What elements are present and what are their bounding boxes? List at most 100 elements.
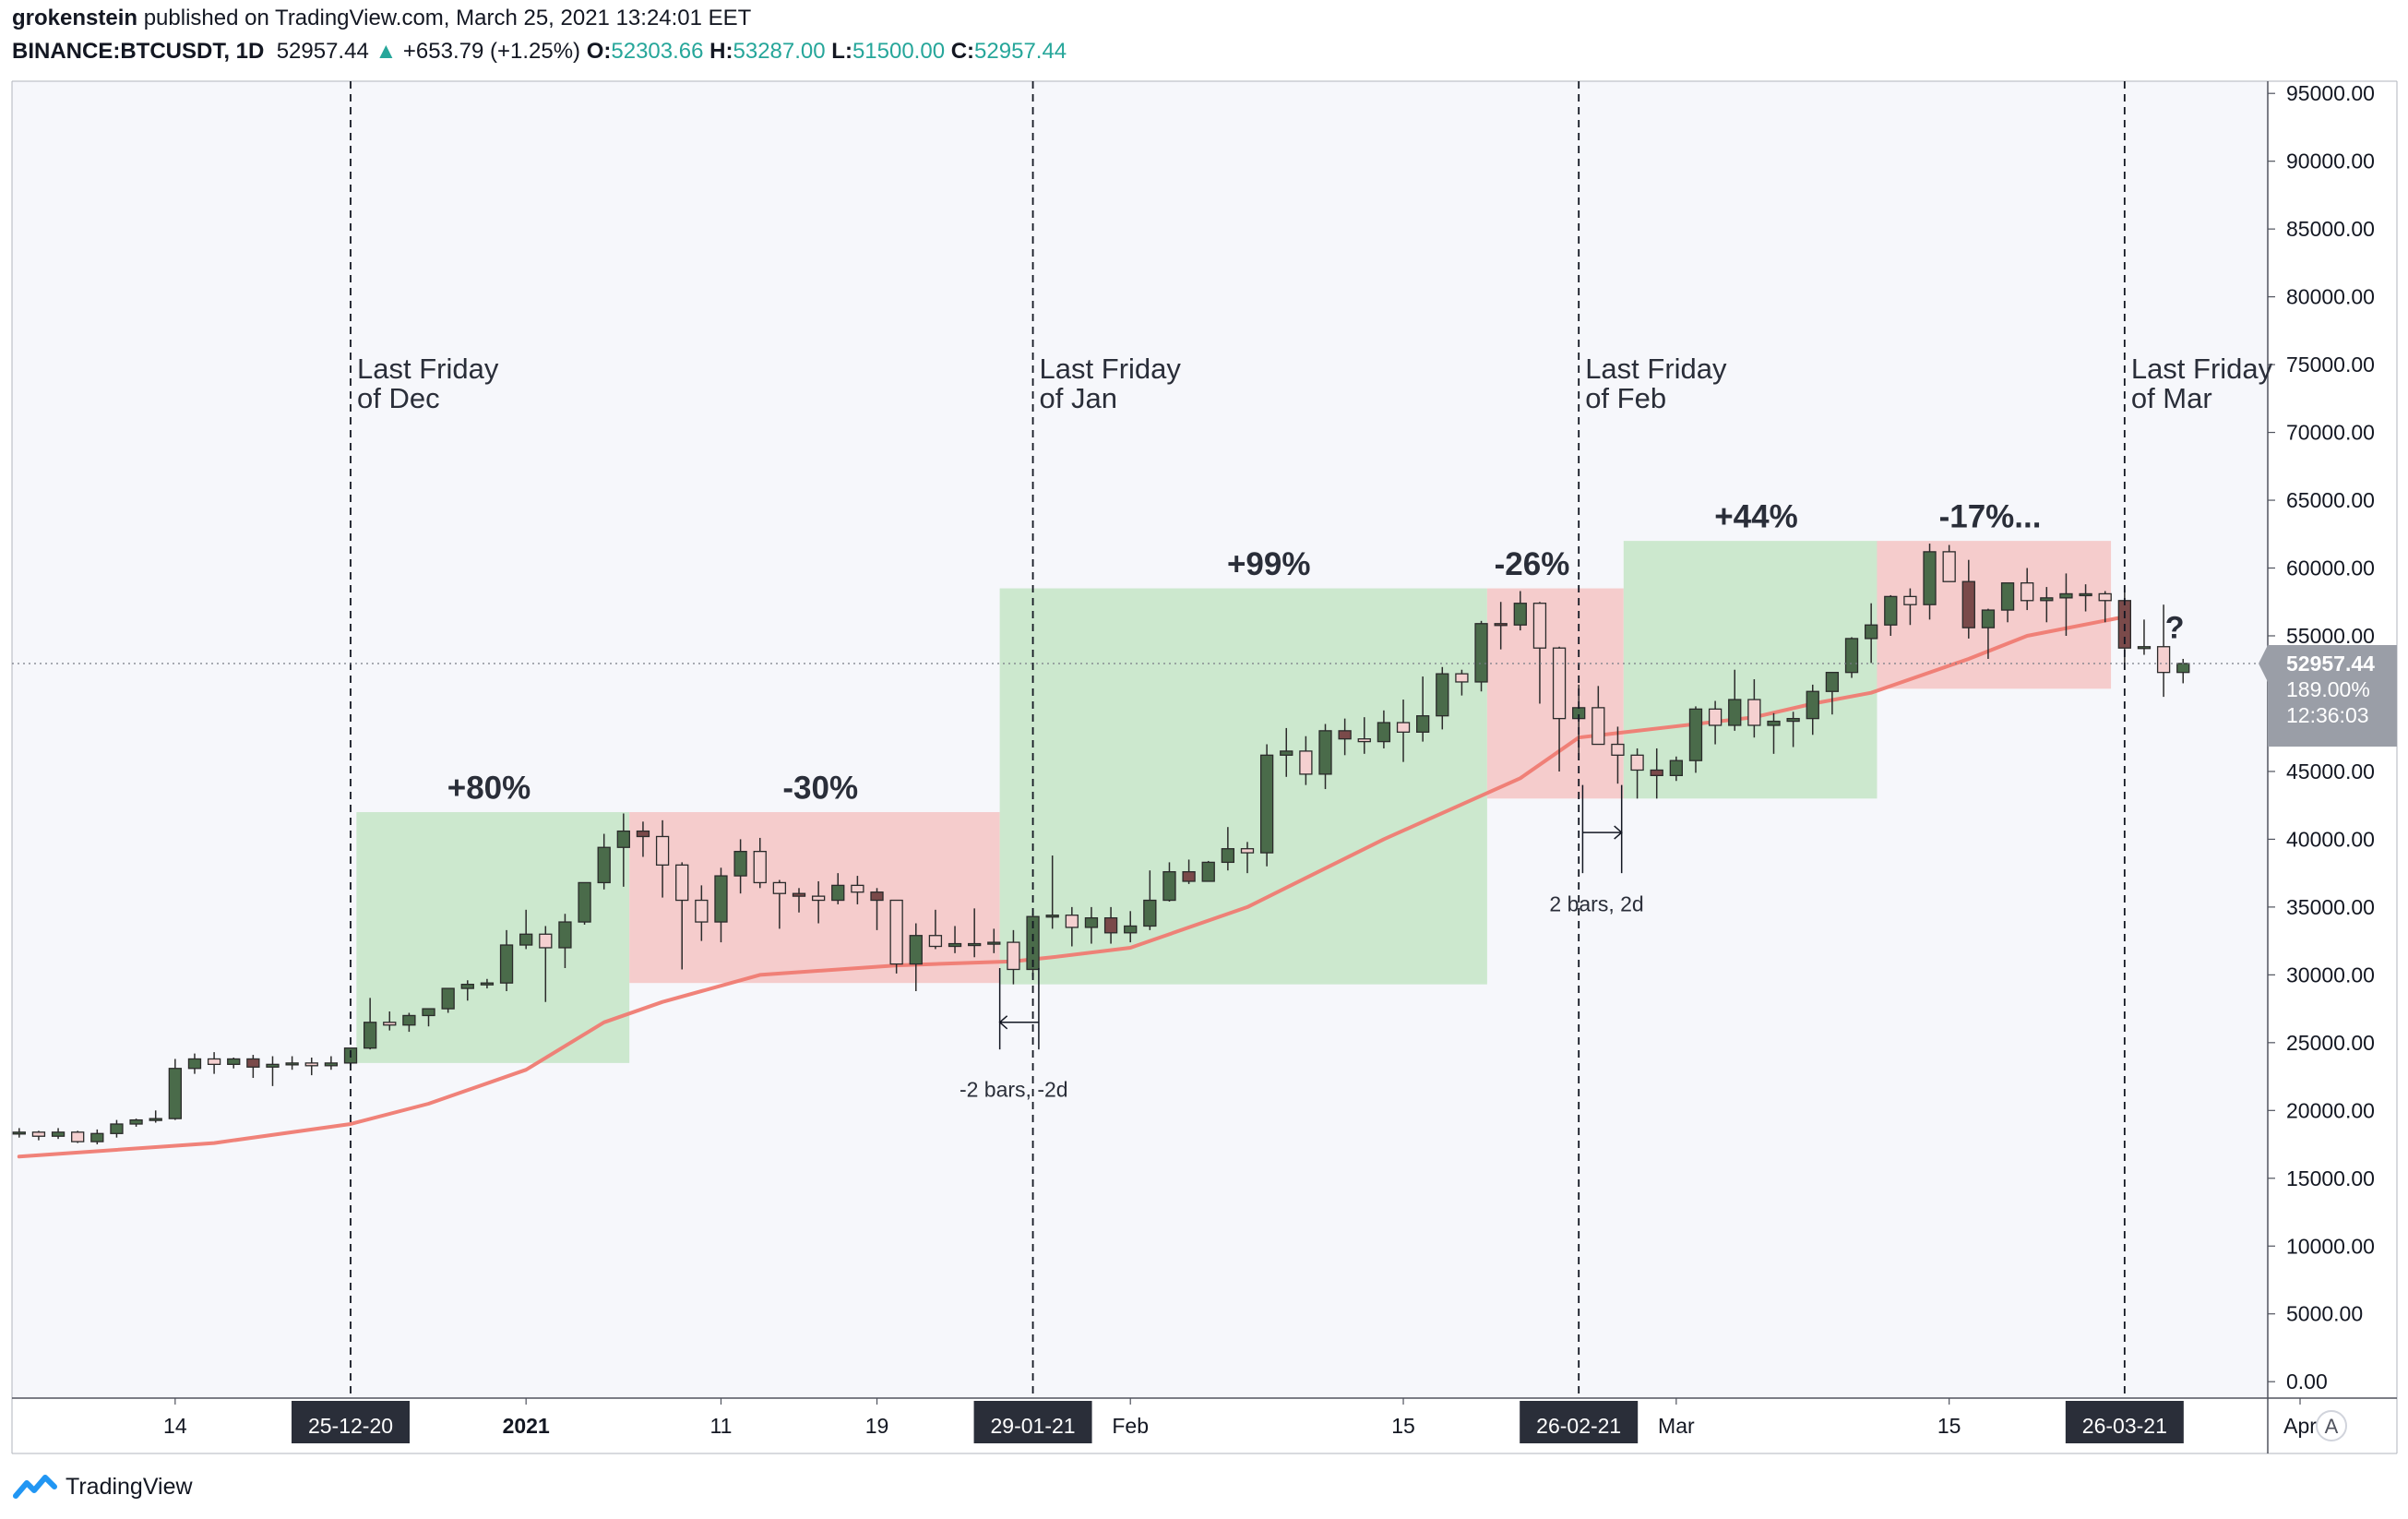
candle[interactable] [207,1052,221,1074]
candle[interactable] [1474,620,1488,692]
candle[interactable] [1865,603,1878,664]
candle[interactable] [1162,862,1176,903]
date-range-measure[interactable]: -2 bars, -2d [960,968,1068,1102]
candle[interactable] [1786,712,1800,748]
date-range-measure[interactable]: 2 bars, 2d [1549,784,1644,916]
candle[interactable] [948,926,962,953]
symbol-name[interactable]: BINANCE:BTCUSDT, 1D [12,39,265,64]
candle[interactable] [285,1056,299,1070]
candle[interactable] [2137,619,2152,655]
candle[interactable] [1630,748,1644,799]
candle[interactable] [1124,911,1138,943]
candle[interactable] [889,899,903,974]
candle[interactable] [1045,855,1059,929]
candle[interactable] [1611,726,1625,784]
candle[interactable] [1259,744,1274,867]
candle[interactable] [597,833,611,890]
candle[interactable] [714,867,728,943]
author-name[interactable]: grokenstein [12,6,138,30]
candle[interactable] [851,876,864,904]
candle[interactable] [402,1012,416,1033]
candle[interactable] [499,929,514,991]
candle[interactable] [578,881,591,925]
candle[interactable] [928,909,943,950]
candle[interactable] [558,914,572,969]
candle[interactable] [539,926,553,1002]
candle[interactable] [324,1056,339,1070]
candle[interactable] [1416,676,1430,742]
candle[interactable] [2098,591,2112,623]
candle[interactable] [129,1118,143,1127]
candle[interactable] [1084,906,1099,944]
candle[interactable] [441,987,455,1013]
candle[interactable] [1299,736,1313,785]
candle[interactable] [870,888,884,930]
candle[interactable] [1182,859,1196,884]
candle[interactable] [1552,646,1567,771]
candle[interactable] [616,813,630,887]
candle[interactable] [831,873,845,904]
candle[interactable] [636,821,650,857]
candle[interactable] [1103,906,1118,944]
candle[interactable] [2059,573,2073,636]
candle[interactable] [1767,712,1781,754]
candle[interactable] [1221,827,1235,871]
candle[interactable] [422,1008,435,1027]
tradingview-logo-icon[interactable] [12,1472,58,1501]
candle[interactable] [187,1053,202,1074]
vertical-line-date-label[interactable]: 29-01-21 [973,1401,1092,1443]
auto-scale-button[interactable]: A [2316,1410,2347,1441]
candle[interactable] [1825,672,1840,715]
candle[interactable] [1513,591,1527,631]
candle[interactable] [1065,906,1079,947]
candle[interactable] [363,998,377,1050]
candle[interactable] [772,879,787,929]
candle[interactable] [2079,584,2092,612]
candle[interactable] [304,1057,318,1076]
candle[interactable] [2021,568,2034,611]
candle[interactable] [655,819,670,898]
candle[interactable] [695,885,709,941]
candle[interactable] [2000,582,2015,623]
candle[interactable] [1806,684,1819,736]
vertical-line-date-label[interactable]: 25-12-20 [292,1401,411,1443]
candle[interactable] [1884,594,1898,636]
candle[interactable] [1728,669,1742,731]
candle[interactable] [1708,700,1723,745]
candle[interactable] [1357,717,1371,754]
candle[interactable] [1844,637,1859,678]
candle[interactable] [1532,602,1547,704]
candle[interactable] [792,888,806,913]
auto-scale-label[interactable]: A [2325,1415,2339,1438]
tradingview-brand[interactable]: TradingView [66,1473,193,1500]
vertical-line-date-label[interactable]: 26-02-21 [1520,1401,1639,1443]
candle[interactable] [1669,756,1683,782]
candle[interactable] [1318,724,1332,790]
candle[interactable] [90,1129,104,1145]
candle[interactable] [1455,669,1469,696]
candle[interactable] [71,1130,85,1143]
candle[interactable] [1981,608,1996,659]
auto-scale-circle[interactable] [2316,1410,2347,1441]
candle[interactable] [909,923,923,991]
candle[interactable] [1377,710,1391,748]
candle[interactable] [1338,718,1352,756]
candle[interactable] [1494,602,1508,650]
candle[interactable] [811,880,826,924]
candle[interactable] [519,909,533,950]
candle[interactable] [149,1110,162,1123]
candle[interactable] [1143,870,1157,930]
candle[interactable] [1942,544,1956,582]
candle[interactable] [1923,544,1937,620]
candle[interactable] [1007,929,1020,985]
candle[interactable] [1650,748,1663,799]
candle[interactable] [675,862,689,970]
candle[interactable] [460,980,474,1001]
candle[interactable] [1201,860,1215,882]
candle[interactable] [1747,679,1761,738]
candle[interactable] [1903,588,1917,626]
candle[interactable] [383,1011,397,1031]
candle[interactable] [1591,686,1605,746]
candle[interactable] [1280,727,1293,777]
